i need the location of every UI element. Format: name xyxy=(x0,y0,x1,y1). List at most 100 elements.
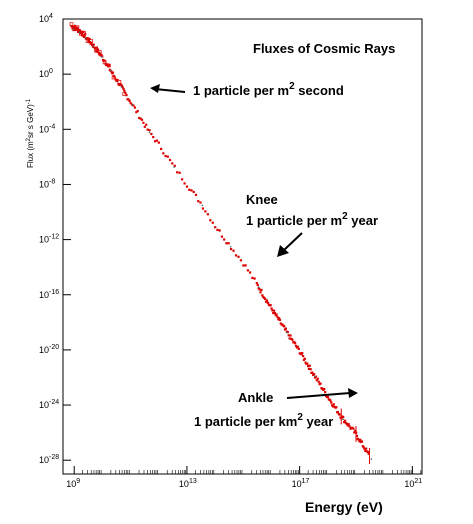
annotation-per-second-text-a: 1 particle per m xyxy=(193,83,289,98)
data-point xyxy=(257,284,259,286)
data-point xyxy=(333,403,335,405)
data-point xyxy=(294,342,296,344)
data-point xyxy=(171,162,173,164)
data-point-reference xyxy=(371,458,373,460)
data-point xyxy=(260,289,262,291)
data-point xyxy=(256,282,258,284)
annotation-per-second-text-b: second xyxy=(295,83,344,98)
y-tick-label-base: 10 xyxy=(39,69,49,79)
y-tick-label-exponent: -28 xyxy=(49,454,59,461)
y-tick-label-base: 10 xyxy=(39,345,49,355)
data-point-reference xyxy=(85,37,87,39)
data-point xyxy=(199,201,201,203)
data-point xyxy=(186,185,188,187)
data-point xyxy=(216,229,218,231)
data-point xyxy=(204,210,206,212)
y-tick-label-exponent: -8 xyxy=(49,178,55,185)
y-tick-label-exponent: -24 xyxy=(49,399,59,406)
data-point xyxy=(266,299,268,301)
data-point xyxy=(164,155,166,157)
y-tick-label-base: 10 xyxy=(39,179,49,189)
data-point xyxy=(304,358,306,360)
data-point-reference xyxy=(73,28,75,30)
data-point xyxy=(301,352,303,354)
data-point-reference xyxy=(230,246,232,248)
data-point xyxy=(329,399,331,401)
data-point xyxy=(242,264,244,266)
y-tick-label-base: 10 xyxy=(39,400,49,410)
data-point xyxy=(179,172,181,174)
x-axis-title: Energy (eV) xyxy=(305,499,383,515)
data-point xyxy=(207,213,209,215)
data-point xyxy=(253,277,255,279)
data-point xyxy=(245,264,247,266)
y-tick-label-base: 10 xyxy=(39,124,49,134)
data-point xyxy=(209,219,211,221)
y-tick-label-base: 10 xyxy=(39,235,49,245)
y-tick-label-exponent: -20 xyxy=(49,344,59,351)
data-point xyxy=(228,242,230,244)
data-point xyxy=(195,194,197,196)
data-point xyxy=(134,106,136,108)
data-point-reference xyxy=(258,286,260,288)
y-tick-label-exponent: -4 xyxy=(49,123,55,130)
data-point xyxy=(327,396,329,398)
data-point xyxy=(230,248,232,250)
data-point xyxy=(197,200,199,202)
data-point xyxy=(251,277,253,279)
y-axis-title-sup-2: -1 xyxy=(26,98,32,104)
x-tick-label-base: 10 xyxy=(404,479,414,489)
data-point xyxy=(162,152,164,154)
data-point xyxy=(276,313,278,315)
annotation-ankle-heading: Ankle xyxy=(238,390,273,405)
data-point xyxy=(148,129,150,131)
data-point xyxy=(283,325,285,327)
data-point xyxy=(112,72,114,74)
y-tick-label-base: 10 xyxy=(39,14,49,24)
annotation-knee-heading: Knee xyxy=(246,192,278,207)
data-point xyxy=(289,334,291,336)
data-point xyxy=(156,139,158,141)
data-point xyxy=(342,416,344,418)
data-point xyxy=(214,226,216,228)
data-point xyxy=(190,189,192,191)
annotation-ankle-text: 1 particle per km2 year xyxy=(194,412,333,429)
data-point xyxy=(169,159,171,161)
data-point xyxy=(297,346,299,348)
data-point xyxy=(273,310,275,312)
data-point xyxy=(158,142,160,144)
data-point xyxy=(344,420,346,422)
data-point xyxy=(225,242,227,244)
data-point xyxy=(221,236,223,238)
annotation-per-second-text: 1 particle per m2 second xyxy=(193,81,344,98)
data-point xyxy=(361,440,363,442)
y-tick-label-exponent: -16 xyxy=(49,289,59,296)
y-tick-label-base: 10 xyxy=(39,455,49,465)
data-point xyxy=(247,269,249,271)
data-point xyxy=(108,64,110,66)
data-point-reference xyxy=(202,205,204,207)
data-point-reference xyxy=(342,419,344,421)
data-point xyxy=(285,328,287,330)
data-point xyxy=(339,413,341,415)
data-point xyxy=(96,47,98,49)
data-point xyxy=(330,401,332,403)
chart-title: Fluxes of Cosmic Rays xyxy=(253,41,395,56)
data-point xyxy=(142,122,144,124)
data-point xyxy=(144,126,146,128)
y-tick-label-base: 10 xyxy=(39,290,49,300)
data-point xyxy=(310,368,312,370)
data-point xyxy=(365,448,367,450)
data-point xyxy=(335,406,337,408)
data-point xyxy=(150,133,152,135)
y-tick-label-exponent: 4 xyxy=(49,13,53,20)
y-axis-title: Flux (m2sr s GeV)-1 xyxy=(26,98,35,168)
data-point xyxy=(291,339,293,341)
annotation-ankle-text-a: 1 particle per km xyxy=(194,414,297,429)
x-tick-label-exponent: 9 xyxy=(76,478,80,485)
data-point-reference xyxy=(173,166,175,168)
data-point xyxy=(193,191,195,193)
data-point xyxy=(123,90,125,92)
data-point xyxy=(348,423,350,425)
